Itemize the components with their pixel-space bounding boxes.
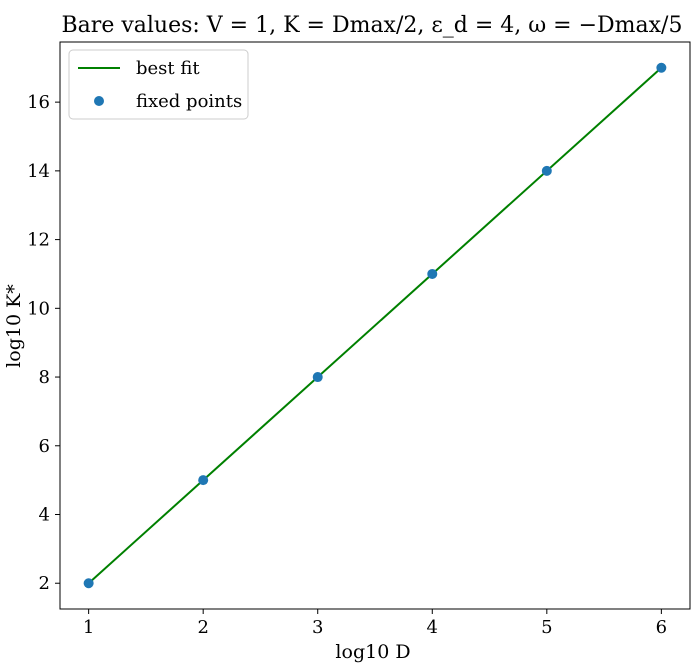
x-tick-label: 3: [312, 617, 323, 638]
fixed-point-marker: [312, 372, 323, 383]
y-tick-label: 8: [39, 367, 50, 388]
chart-title: Bare values: V = 1, K = Dmax/2, ε_d = 4,…: [62, 13, 683, 38]
y-tick-label: 4: [39, 505, 50, 526]
y-tick-label: 16: [27, 92, 50, 113]
x-tick-label: 4: [427, 617, 438, 638]
x-tick-label: 1: [83, 617, 94, 638]
x-tick-label: 2: [197, 617, 208, 638]
series-layer: [83, 62, 667, 589]
fixed-point-marker: [656, 62, 667, 73]
y-tick-label: 6: [39, 436, 50, 457]
x-tick-label: 6: [656, 617, 667, 638]
best-fit-line: [87, 67, 663, 584]
x-axis-ticks: 1 2 3 4 5 6: [83, 609, 667, 638]
fixed-point-marker: [198, 475, 209, 486]
x-tick-label: 5: [541, 617, 552, 638]
y-tick-label: 14: [27, 161, 50, 182]
y-axis-ticks: 2 4 6 8 10 12 14 16: [27, 92, 60, 594]
legend-label-fixed-points: fixed points: [136, 91, 242, 112]
legend-marker-swatch: [94, 96, 104, 106]
legend-label-best-fit: best fit: [136, 58, 200, 79]
y-tick-label: 12: [27, 230, 50, 251]
y-axis-label: log10 K*: [3, 284, 25, 368]
legend: best fit fixed points: [68, 49, 249, 120]
y-tick-label: 10: [27, 298, 50, 319]
chart-title-text: Bare values: V = 1, K = Dmax/2, ε_d = 4,…: [62, 13, 683, 38]
fixed-point-marker: [427, 268, 438, 279]
plot-frame: [59, 41, 691, 610]
x-axis-label: log10 D: [335, 641, 410, 663]
fixed-point-marker: [83, 578, 94, 589]
fixed-point-marker: [541, 165, 552, 176]
y-tick-label: 2: [39, 573, 50, 594]
